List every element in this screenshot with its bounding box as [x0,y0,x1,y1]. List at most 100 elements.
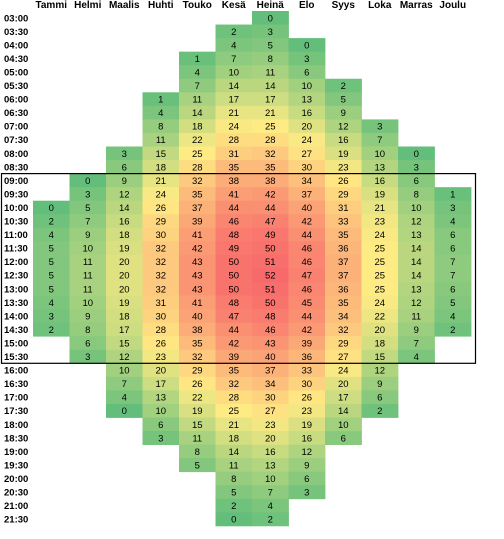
heatmap-cell [179,444,216,459]
heatmap-cell-value: 40 [301,203,312,214]
heatmap-cell-value: 26 [301,393,312,404]
heatmap-cell [106,173,143,188]
heatmap-cell-value: 16 [301,108,312,119]
heatmap-cell-value: 30 [155,230,166,241]
heatmap-cell-value: 6 [450,244,455,255]
heatmap-cell [325,390,362,405]
heatmap-cell [179,132,216,147]
heatmap-cell-value: 21 [155,176,166,187]
heatmap-cell-value: 9 [304,460,309,471]
heatmap-cell [69,295,107,310]
heatmap-cell-value: 43 [265,338,276,349]
heatmap-cell [179,105,216,120]
heatmap-cell-value: 3 [304,54,309,65]
heatmap-cell [215,512,253,527]
heatmap-cell-value: 8 [158,122,163,133]
heatmap-cell [106,336,143,351]
heatmap-cell [215,485,253,500]
heatmap-cell [434,295,472,310]
heatmap-cell [252,11,289,25]
heatmap-cell-value: 50 [228,284,239,295]
heatmap-cell [215,498,253,513]
heatmap-cell-value: 14 [411,244,422,255]
heatmap-cell-value: 10 [301,81,312,92]
heatmap-cell-value: 2 [341,81,346,92]
heatmap-cell [106,227,143,242]
heatmap-cell-value: 49 [228,244,239,255]
heatmap-cell [398,309,435,324]
heatmap-cell-value: 33 [338,217,349,228]
heatmap-cell [361,173,399,188]
heatmap-cell [252,458,289,473]
heatmap-cell [398,200,435,215]
heatmap-cell [33,309,70,324]
heatmap-cell-value: 18 [192,122,203,133]
heatmap-cell-value: 3 [122,149,127,160]
heatmap-cell [434,254,472,269]
heatmap-cell [252,498,289,513]
heatmap-cell [288,173,326,188]
heatmap-cell [179,336,216,351]
heatmap-cell [252,512,289,527]
heatmap-cell-value: 3 [85,352,90,363]
heatmap-cell-value: 13 [301,95,312,106]
heatmap-cell-value: 21 [374,203,385,214]
heatmap-cell [325,132,362,147]
row-header-25: 15:30 [4,352,28,363]
heatmap-cell [252,336,289,351]
heatmap-cell [142,254,180,269]
heatmap-cell-value: 16 [119,217,130,228]
heatmap-cell-value: 20 [119,257,130,268]
heatmap-cell [252,65,289,80]
heatmap-cell [106,390,143,405]
heatmap-cell-value: 45 [301,298,312,309]
heatmap-cell-value: 12 [411,217,422,228]
heatmap-cell [215,336,253,351]
heatmap-cell-value: 17 [265,95,276,106]
heatmap-cell [69,214,107,229]
heatmap-cell [252,431,289,445]
heatmap-cell-value: 24 [338,366,349,377]
heatmap-cell [361,295,399,310]
heatmap-cell-value: 5 [341,95,346,106]
heatmap-cell-value: 7 [85,217,90,228]
heatmap-cell-value: 1 [158,95,163,106]
heatmap-cell [252,187,289,202]
heatmap-cell-value: 44 [265,203,276,214]
heatmap-cell [106,309,143,324]
heatmap-cell [252,322,289,337]
heatmap-cell [33,322,70,337]
heatmap-cell-value: 37 [338,257,349,268]
heatmap-cell [142,417,180,432]
heatmap-cell [69,227,107,242]
heatmap-cell [288,458,326,473]
heatmap-cell-value: 32 [192,176,203,187]
heatmap-cell [288,241,326,256]
heatmap-cell-value: 9 [85,311,90,322]
heatmap-cell [106,403,143,418]
heatmap-cell [288,105,326,120]
heatmap-cell-value: 12 [338,122,349,133]
heatmap-cell [325,146,362,161]
heatmap-cell-value: 47 [265,217,276,228]
heatmap-cell [288,227,326,242]
heatmap-cell-value: 6 [450,284,455,295]
heatmap-cell [252,349,289,364]
heatmap-cell-value: 1 [195,54,200,65]
heatmap-cell [179,254,216,269]
heatmap-cell [142,349,180,364]
row-header-1: 03:30 [4,27,28,38]
heatmap-cell-value: 32 [155,284,166,295]
row-header-31: 18:30 [4,433,28,444]
heatmap-cell-value: 22 [374,311,385,322]
heatmap-cell [215,431,253,445]
heatmap-cell-value: 35 [338,230,349,241]
heatmap-cell-value: 3 [49,311,54,322]
heatmap-cell [325,336,362,351]
heatmap-cell-value: 49 [265,230,276,241]
heatmap-cell-value: 18 [155,162,166,173]
heatmap-cell-value: 46 [228,217,239,228]
heatmap-cell [434,227,472,242]
row-header-27: 16:30 [4,379,28,390]
